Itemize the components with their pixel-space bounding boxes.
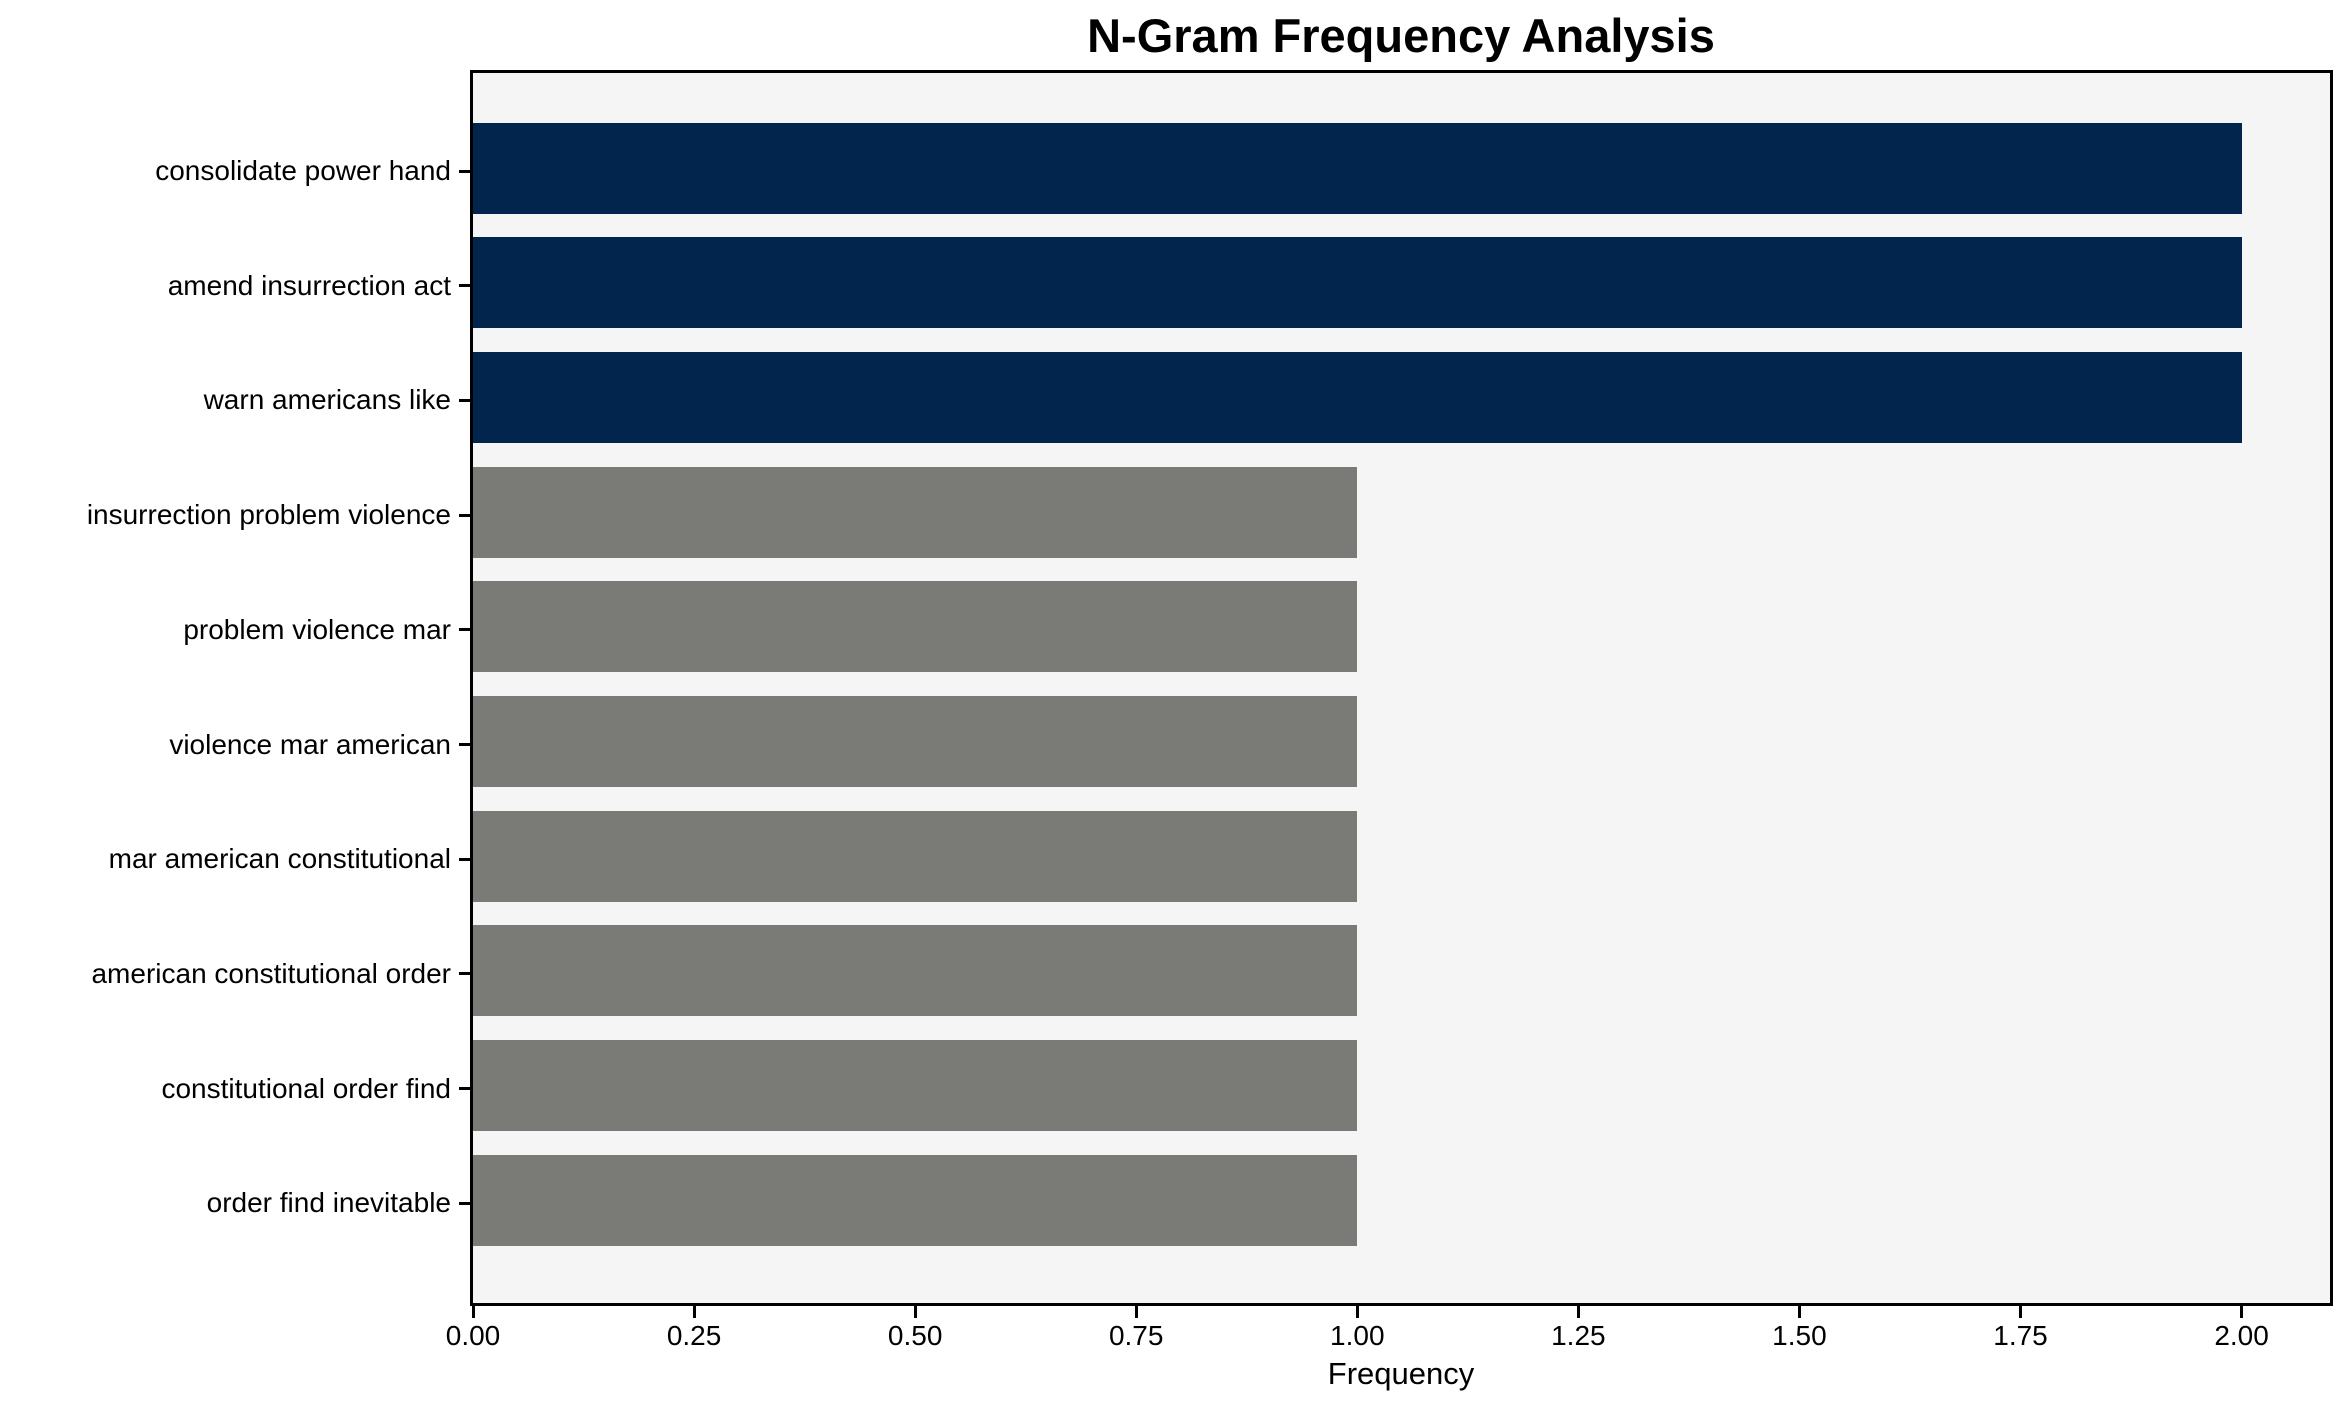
y-tick-mark	[459, 169, 471, 173]
x-tick-label: 0.00	[445, 1320, 501, 1351]
bar	[473, 1154, 1358, 1246]
x-tick-label: 1.25	[1551, 1320, 1606, 1351]
bar	[473, 581, 1358, 673]
y-tick-mark	[459, 628, 471, 632]
y-tick-label: problem violence mar	[183, 613, 451, 645]
y-tick-mark	[459, 513, 471, 517]
x-tick-mark	[692, 1306, 696, 1318]
x-tick-mark	[1355, 1306, 1359, 1318]
y-tick-mark	[459, 398, 471, 402]
x-tick-mark	[1576, 1306, 1580, 1318]
y-tick-label: insurrection problem violence	[86, 499, 451, 531]
x-tick-label: 1.50	[1772, 1320, 1827, 1351]
x-tick-label: 0.75	[1108, 1320, 1164, 1351]
y-tick-label: warn americans like	[203, 384, 451, 416]
bar	[473, 925, 1358, 1017]
bar	[473, 696, 1358, 787]
x-axis-label: Frequency	[1327, 1356, 1475, 1391]
y-tick-label: constitutional order find	[161, 1072, 451, 1104]
x-tick-mark	[2240, 1306, 2244, 1318]
x-tick-label: 1.00	[1330, 1320, 1385, 1351]
bar	[473, 122, 2242, 214]
bar	[473, 810, 1358, 902]
x-tick-label: 0.50	[887, 1320, 943, 1351]
y-tick-mark	[459, 284, 471, 288]
x-tick-label: 0.25	[666, 1320, 722, 1351]
bar	[473, 1040, 1358, 1132]
y-tick-mark	[459, 972, 471, 976]
y-tick-label: american constitutional order	[91, 957, 451, 989]
x-tick-mark	[1797, 1306, 1801, 1318]
x-tick-mark	[2019, 1306, 2022, 1318]
y-tick-mark	[459, 1201, 471, 1205]
chart-title: N-Gram Frequency Analysis	[1087, 9, 1715, 62]
bar	[473, 351, 2242, 443]
x-tick-label: 2.00	[2214, 1320, 2269, 1351]
bar	[473, 466, 1358, 558]
y-tick-label: amend insurrection act	[167, 269, 451, 301]
y-tick-mark	[459, 743, 471, 746]
y-tick-label: mar american constitutional	[108, 843, 451, 875]
x-tick-mark	[471, 1306, 475, 1318]
y-tick-label: violence mar american	[169, 728, 451, 760]
x-tick-mark	[913, 1306, 917, 1318]
y-tick-label: order find inevitable	[206, 1187, 451, 1219]
y-tick-label: consolidate power hand	[155, 155, 451, 186]
plot-area	[470, 70, 2333, 1306]
bar	[473, 237, 2242, 329]
x-tick-label: 1.75	[1993, 1320, 2048, 1351]
x-tick-mark	[1134, 1306, 1138, 1318]
y-tick-mark	[459, 857, 471, 861]
y-tick-mark	[459, 1087, 471, 1091]
